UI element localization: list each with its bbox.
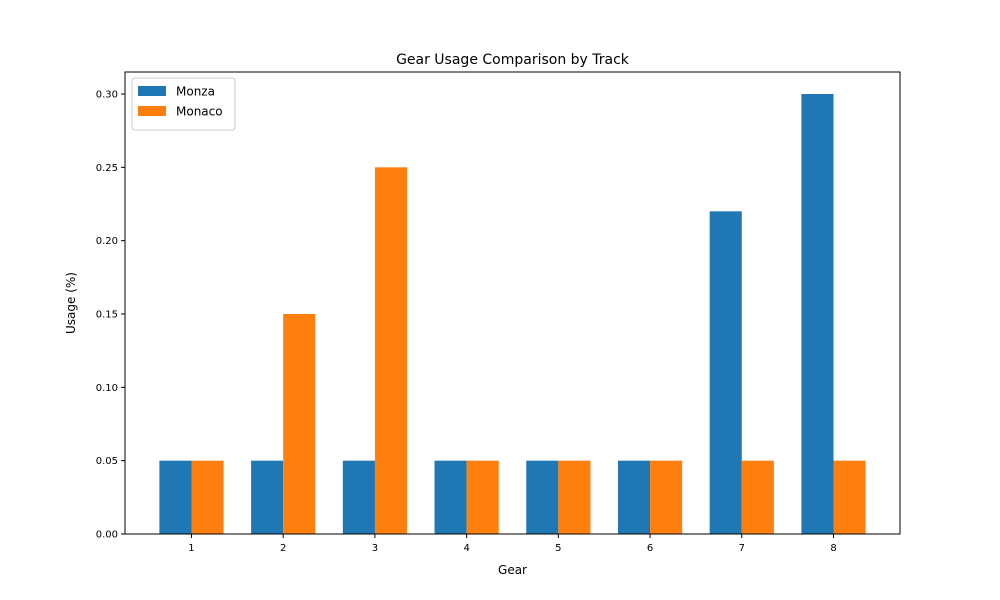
plot-frame [124,71,901,535]
bar-monaco-gear-6 [650,460,683,534]
bar-monaco-gear-7 [741,460,774,534]
bar-monza-gear-4 [434,460,467,534]
bar-monza-gear-5 [526,460,559,534]
bar-monaco-gear-4 [466,460,499,534]
y-tick-label: 0.25 [96,163,118,174]
bar-monza-gear-3 [342,460,375,534]
x-tick-label: 3 [372,543,378,554]
legend-swatch-monza [138,86,166,96]
legend-label-monza: Monza [176,85,215,99]
x-tick-label: 5 [555,543,561,554]
bar-monaco-gear-2 [283,314,316,534]
y-tick-label: 0.10 [96,383,118,394]
y-tick-label: 0.30 [96,90,118,101]
legend-label-monaco: Monaco [176,105,223,119]
bar-monza-gear-8 [801,94,834,534]
bar-monza-gear-2 [251,460,284,534]
y-tick-label: 0.15 [96,310,118,321]
y-tick-label: 0.05 [96,456,118,467]
bar-monaco-gear-1 [191,460,224,534]
bar-monza-gear-6 [617,460,651,534]
x-tick-label: 2 [280,543,286,554]
bar-monza-gear-1 [159,460,192,534]
bar-monaco-gear-8 [833,460,866,534]
legend-swatch-monaco [138,106,166,116]
bar-monaco-gear-3 [374,167,408,534]
bar-monaco-gear-5 [558,460,591,534]
bar-monza-gear-7 [709,211,742,534]
y-tick-label: 0.20 [96,236,118,247]
y-tick-label: 0.00 [96,530,118,541]
x-axis-label: Gear [498,563,527,577]
x-tick-label: 1 [188,543,194,554]
y-axis-label: Usage (%) [64,272,78,334]
x-tick-label: 6 [647,543,653,554]
x-tick-label: 8 [830,543,836,554]
x-tick-label: 4 [463,543,469,554]
chart-title: Gear Usage Comparison by Track [396,52,630,68]
x-tick-label: 7 [739,543,745,554]
